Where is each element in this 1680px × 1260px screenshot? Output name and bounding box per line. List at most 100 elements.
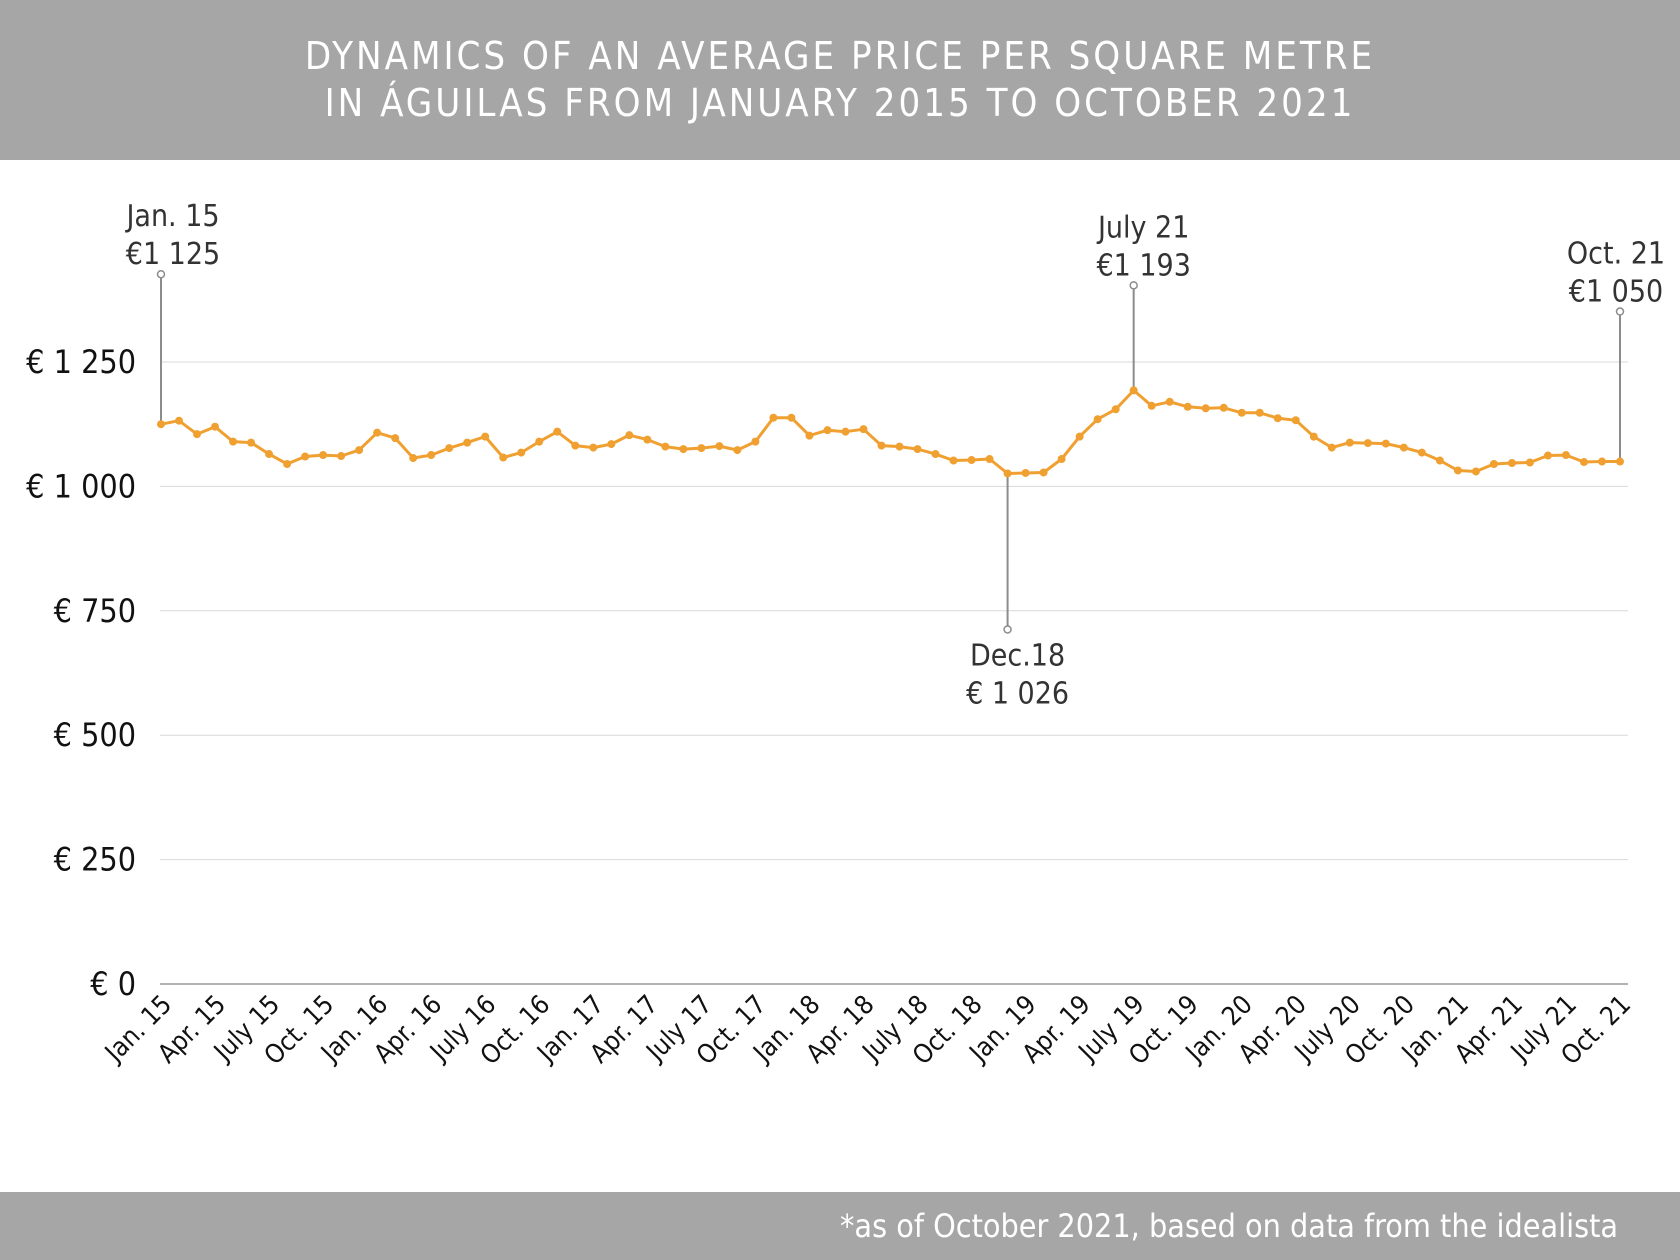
annotation-value-label: €1 193 [1096, 248, 1190, 283]
data-point [301, 452, 310, 461]
data-point [823, 426, 832, 435]
data-point [211, 422, 220, 431]
data-point [391, 434, 400, 443]
chart-title-line-1: DYNAMICS OF AN AVERAGE PRICE PER SQUARE … [304, 33, 1376, 78]
data-point [1435, 456, 1444, 465]
data-point [1471, 467, 1480, 476]
data-point [733, 446, 742, 455]
data-point [607, 440, 616, 449]
annotation-date-label: Dec.18 [970, 638, 1065, 673]
data-point [1345, 438, 1354, 447]
annotation-value-label: €1 050 [1569, 275, 1663, 310]
data-point [1363, 439, 1372, 448]
data-point [1021, 468, 1030, 477]
data-point [931, 450, 940, 459]
data-point [1219, 403, 1228, 412]
data-point [1616, 457, 1624, 466]
y-tick-label: € 750 [54, 592, 136, 630]
annotation-anchor [1615, 307, 1625, 316]
data-point [157, 420, 165, 429]
title-band: DYNAMICS OF AN AVERAGE PRICE PER SQUARE … [0, 0, 1680, 160]
data-point [841, 427, 850, 436]
data-point [877, 441, 886, 450]
data-point [1147, 401, 1156, 410]
data-point [337, 452, 346, 461]
annotation-value-label: € 1 026 [966, 676, 1069, 711]
data-point [805, 431, 814, 440]
data-point [967, 456, 976, 465]
data-point [265, 450, 274, 459]
data-point [697, 444, 706, 453]
annotation-anchor [156, 269, 166, 279]
data-point [427, 451, 436, 460]
data-point [319, 451, 328, 460]
price-line-chart: € 0 € 250 € 500 € 750 € 1 000 € 1 250 Jan. 15… [26, 199, 1665, 1071]
data-point [463, 438, 472, 447]
data-point [409, 454, 418, 463]
y-tick-label: € 500 [54, 716, 136, 754]
price-series [157, 386, 1624, 478]
y-tick-label: € 0 [90, 965, 136, 1003]
data-point [1597, 457, 1606, 466]
annotation-labels: Jan. 15€1 125 Dec.18€ 1 026 July 21€1 193 O… [124, 199, 1665, 711]
data-point [949, 456, 958, 465]
data-point [193, 430, 202, 439]
data-point [1309, 432, 1318, 441]
data-point [571, 441, 580, 450]
data-point [1381, 439, 1390, 448]
data-point [769, 413, 778, 422]
data-point [445, 444, 454, 453]
data-point [481, 432, 490, 441]
data-point [535, 437, 544, 446]
data-point [1129, 386, 1138, 395]
data-point [1201, 404, 1210, 413]
series-line [160, 388, 1620, 475]
data-point [643, 435, 652, 444]
data-point [715, 442, 724, 451]
data-point [1453, 466, 1462, 475]
data-point [913, 445, 922, 454]
data-point [589, 443, 598, 452]
data-point [1039, 468, 1048, 477]
data-point [1507, 459, 1516, 468]
data-point [229, 437, 238, 446]
data-point [751, 437, 760, 446]
y-tick-label: € 1 250 [26, 343, 136, 381]
data-point [1489, 460, 1498, 469]
data-point [247, 438, 256, 447]
data-point [1093, 415, 1102, 424]
source-footer: *as of October 2021, based on data from … [0, 1192, 1680, 1260]
data-point [1237, 408, 1246, 417]
data-point [1003, 469, 1012, 478]
data-point [1291, 416, 1300, 425]
source-note: *as of October 2021, based on data from … [840, 1207, 1618, 1245]
data-point [679, 445, 688, 454]
data-point [373, 428, 382, 437]
data-point [1327, 443, 1336, 452]
data-point [1525, 458, 1534, 467]
data-point [1165, 397, 1174, 406]
chart-title-line-2: IN ÁGUILAS FROM JANUARY 2015 TO OCTOBER … [324, 81, 1356, 125]
data-point [1255, 408, 1264, 417]
data-point [661, 442, 670, 451]
data-point [625, 431, 634, 440]
data-point [1111, 405, 1120, 414]
annotation-anchor [1129, 281, 1138, 290]
gridlines [160, 361, 1628, 985]
data-point [1075, 432, 1084, 441]
annotation-value-label: €1 125 [126, 237, 220, 272]
data-point [895, 442, 904, 451]
y-tick-label: € 1 000 [26, 467, 136, 505]
data-point [787, 413, 796, 422]
data-point [517, 448, 526, 457]
annotation-leaders [156, 269, 1625, 634]
data-point [1417, 448, 1426, 457]
annotation-anchor [1003, 625, 1012, 634]
data-point [1543, 451, 1552, 460]
y-axis-labels: € 0 € 250 € 500 € 750 € 1 000 € 1 250 [26, 343, 136, 1003]
data-point [1399, 443, 1408, 452]
data-point [499, 453, 508, 462]
data-point [859, 425, 868, 434]
data-point [985, 455, 994, 464]
